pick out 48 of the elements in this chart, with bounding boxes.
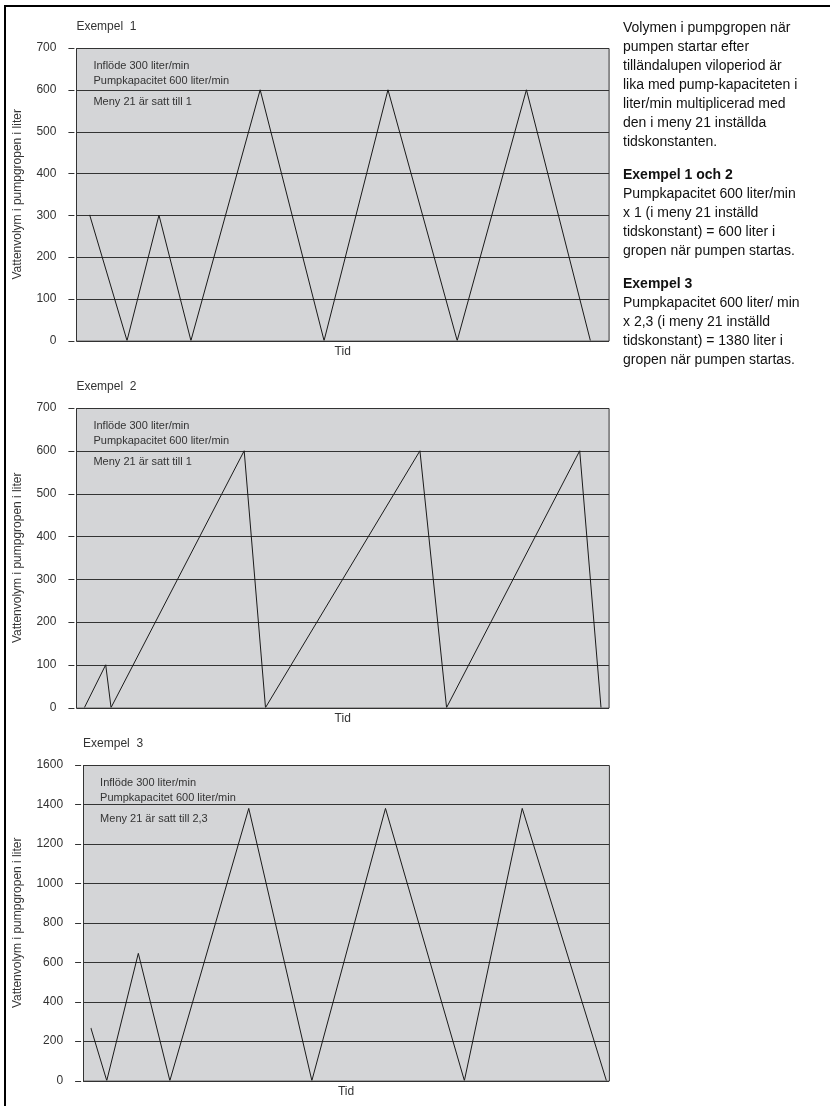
annotation: Meny 21 är satt till 1 (93, 95, 192, 108)
y-tick-label: 200 (43, 1033, 64, 1048)
annotation: Inflöde 300 liter/min (93, 59, 190, 72)
y-tick-label: 700 (36, 40, 57, 55)
y-axis-title: Vattenvolym i pumpgropen i liter (9, 109, 24, 280)
text: Pumpkapacitet 600 liter/ min x 2,3 (i meny 21 inställd tidskonstant) = 1380 liter i gropen när pumpen startas. (623, 293, 801, 369)
y-tick-label: 0 (49, 332, 57, 347)
y-tick-label: 1000 (36, 875, 64, 890)
annotation: Pumpkapacitet 600 liter/min (93, 434, 230, 447)
y-tick-label: 300 (36, 207, 57, 222)
annotation: Meny 21 är satt till 1 (93, 455, 192, 468)
y-tick-label: 0 (56, 1072, 64, 1087)
y-tick-label: 200 (36, 614, 57, 629)
y-tick-label: 500 (36, 485, 57, 500)
y-tick-label: 500 (36, 123, 57, 138)
annotation: Inflöde 300 liter/min (93, 419, 190, 432)
y-tick-label: 1600 (36, 757, 64, 772)
y-tick-label: 600 (43, 954, 64, 969)
annotation: Pumpkapacitet 600 liter/min (93, 74, 230, 87)
y-axis-title: Vattenvolym i pumpgropen i liter (9, 837, 24, 1009)
y-tick-label: 400 (43, 994, 64, 1009)
x-axis-title: Tid (337, 1084, 355, 1099)
y-tick-label: 400 (36, 528, 57, 543)
annotation: Meny 21 är satt till 2,3 (100, 812, 208, 825)
chart-title: Exempel 1 (76, 19, 137, 33)
text: Exempel 1 och 2 (623, 165, 734, 184)
x-axis-title: Tid (334, 344, 351, 359)
y-tick-label: 200 (36, 249, 57, 264)
chart-title: Exempel 3 (83, 736, 144, 750)
x-axis-title: Tid (334, 711, 351, 726)
y-tick-label: 100 (36, 291, 57, 306)
y-tick-label: 1400 (36, 796, 64, 811)
annotation: Inflöde 300 liter/min (100, 776, 197, 789)
text: Exempel 3 (623, 274, 694, 293)
y-tick-label: 600 (36, 443, 57, 458)
text: Pumpkapacitet 600 liter/min x 1 (i meny 21 inställd tidskonstant) = 600 liter i gropen när pumpen startas. (623, 184, 797, 260)
text: Volymen i pumpgropen när pumpen startar efter tilländalupen viloperiod är lika med pump-kapaciteten i liter/min multiplicerad med den i meny 21 inställda tidskonstanten. (623, 18, 799, 151)
y-tick-label: 1200 (36, 836, 64, 851)
y-tick-label: 0 (49, 699, 57, 714)
y-tick-label: 100 (36, 657, 57, 672)
y-tick-label: 300 (36, 571, 57, 586)
y-tick-label: 600 (36, 82, 57, 97)
y-axis-title: Vattenvolym i pumpgropen i liter (9, 472, 24, 644)
chart-title: Exempel 2 (76, 379, 137, 393)
y-tick-label: 700 (36, 400, 57, 415)
annotation: Pumpkapacitet 600 liter/min (100, 791, 236, 804)
y-tick-label: 400 (36, 165, 57, 180)
y-tick-label: 800 (43, 915, 64, 930)
